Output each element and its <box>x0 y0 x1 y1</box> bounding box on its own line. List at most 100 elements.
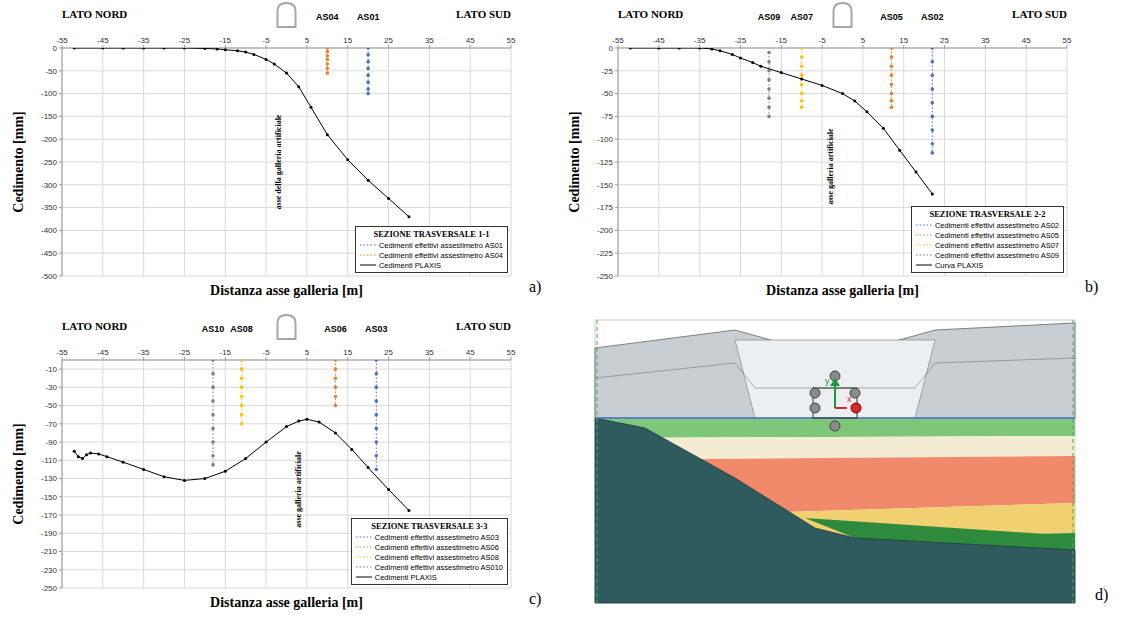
svg-text:Cedimento [mm]: Cedimento [mm] <box>567 111 582 212</box>
svg-text:-5: -5 <box>263 36 271 45</box>
svg-text:asse della galleria artificial: asse della galleria artificiale <box>274 114 283 209</box>
svg-text:-150: -150 <box>597 181 614 190</box>
svg-text:-350: -350 <box>41 203 58 212</box>
svg-text:-45: -45 <box>97 348 109 357</box>
svg-text:45: 45 <box>466 36 475 45</box>
svg-text:5: 5 <box>861 36 866 45</box>
svg-text:25: 25 <box>384 36 393 45</box>
svg-text:asse galleria artificiale: asse galleria artificiale <box>826 128 835 205</box>
svg-text:25: 25 <box>940 36 949 45</box>
svg-text:15: 15 <box>343 348 352 357</box>
svg-text:-200: -200 <box>41 135 58 144</box>
svg-text:asse galleria artificiale: asse galleria artificiale <box>294 451 303 528</box>
html-text:b): b) <box>1085 278 1099 295</box>
svg-text:25: 25 <box>384 348 393 357</box>
svg-text:Cedimento [mm]: Cedimento [mm] <box>11 423 26 524</box>
svg-text:-125: -125 <box>597 158 614 167</box>
svg-text:AS02: AS02 <box>921 12 944 22</box>
svg-text:LATO NORD: LATO NORD <box>62 320 127 332</box>
svg-text:-175: -175 <box>597 203 614 212</box>
html-text:Distanza asse galleria [m]: Distanza asse galleria [m] <box>210 283 363 298</box>
svg-text:15: 15 <box>343 36 352 45</box>
svg-text:-45: -45 <box>653 36 665 45</box>
svg-text:-150: -150 <box>41 112 58 121</box>
svg-text:-75: -75 <box>601 112 613 121</box>
svg-text:0: 0 <box>53 44 58 53</box>
svg-text:-35: -35 <box>138 36 150 45</box>
svg-text:-110: -110 <box>42 456 58 465</box>
svg-text:-25: -25 <box>179 348 191 357</box>
svg-text:-25: -25 <box>601 67 613 76</box>
svg-text:-210: -210 <box>41 547 58 556</box>
svg-text:AS06: AS06 <box>324 324 347 334</box>
svg-text:-250: -250 <box>597 272 614 281</box>
svg-text:-55: -55 <box>612 36 624 45</box>
svg-text:-190: -190 <box>41 529 58 538</box>
svg-text:55: 55 <box>507 348 516 357</box>
svg-text:5: 5 <box>305 36 310 45</box>
svg-text:-170: -170 <box>41 511 58 520</box>
svg-text:LATO NORD: LATO NORD <box>618 8 683 20</box>
svg-text:-500: -500 <box>41 272 58 281</box>
svg-text:-55: -55 <box>56 36 68 45</box>
svg-text:-50: -50 <box>45 67 57 76</box>
svg-text:-250: -250 <box>41 158 58 167</box>
svg-text:45: 45 <box>466 348 475 357</box>
svg-text:LATO SUD: LATO SUD <box>456 8 511 20</box>
svg-text:-50: -50 <box>601 89 613 98</box>
svg-text:-5: -5 <box>819 36 827 45</box>
svg-text:-55: -55 <box>56 348 68 357</box>
svg-text:-10: -10 <box>45 365 57 374</box>
svg-text:-225: -225 <box>597 249 614 258</box>
svg-text:-15: -15 <box>219 348 231 357</box>
svg-text:35: 35 <box>981 36 990 45</box>
svg-text:AS03: AS03 <box>365 324 388 334</box>
svg-text:-100: -100 <box>597 135 614 144</box>
svg-text:35: 35 <box>425 36 434 45</box>
svg-text:AS05: AS05 <box>880 12 903 22</box>
svg-text:AS09: AS09 <box>758 12 781 22</box>
svg-text:AS10: AS10 <box>202 324 225 334</box>
html-text:Distanza asse galleria [m]: Distanza asse galleria [m] <box>210 595 363 610</box>
svg-text:-25: -25 <box>735 36 747 45</box>
svg-text:-200: -200 <box>597 226 614 235</box>
svg-text:-15: -15 <box>775 36 787 45</box>
svg-text:LATO SUD: LATO SUD <box>1012 8 1067 20</box>
svg-text:-100: -100 <box>41 89 58 98</box>
svg-text:x: x <box>847 394 852 404</box>
svg-text:45: 45 <box>1022 36 1031 45</box>
svg-text:55: 55 <box>1063 36 1072 45</box>
svg-text:-130: -130 <box>41 474 58 483</box>
svg-text:-5: -5 <box>263 348 271 357</box>
svg-text:-50: -50 <box>45 401 57 410</box>
svg-text:-230: -230 <box>41 566 58 575</box>
svg-text:-250: -250 <box>41 584 58 593</box>
svg-text:LATO NORD: LATO NORD <box>62 8 127 20</box>
svg-text:-400: -400 <box>41 226 58 235</box>
svg-text:-45: -45 <box>97 36 109 45</box>
svg-text:LATO SUD: LATO SUD <box>456 320 511 332</box>
html-text:d): d) <box>1095 586 1109 603</box>
svg-text:-150: -150 <box>41 493 58 502</box>
svg-text:-35: -35 <box>138 348 150 357</box>
svg-text:0: 0 <box>609 44 614 53</box>
html-text:Distanza asse galleria [m]: Distanza asse galleria [m] <box>766 283 919 298</box>
svg-text:AS01: AS01 <box>357 12 380 22</box>
svg-text:-15: -15 <box>219 36 231 45</box>
svg-text:AS08: AS08 <box>230 324 253 334</box>
svg-text:Cedimento [mm]: Cedimento [mm] <box>11 111 26 212</box>
svg-text:5: 5 <box>305 348 310 357</box>
svg-text:y: y <box>825 376 830 386</box>
svg-text:-30: -30 <box>45 383 57 392</box>
svg-text:15: 15 <box>899 36 908 45</box>
svg-text:55: 55 <box>507 36 516 45</box>
svg-text:-450: -450 <box>41 249 58 258</box>
svg-text:AS07: AS07 <box>790 12 813 22</box>
svg-text:-25: -25 <box>179 36 191 45</box>
svg-text:-300: -300 <box>41 181 58 190</box>
svg-text:35: 35 <box>425 348 434 357</box>
svg-text:AS04: AS04 <box>316 12 339 22</box>
svg-text:-35: -35 <box>694 36 706 45</box>
svg-text:-70: -70 <box>45 420 57 429</box>
svg-text:-90: -90 <box>45 438 57 447</box>
